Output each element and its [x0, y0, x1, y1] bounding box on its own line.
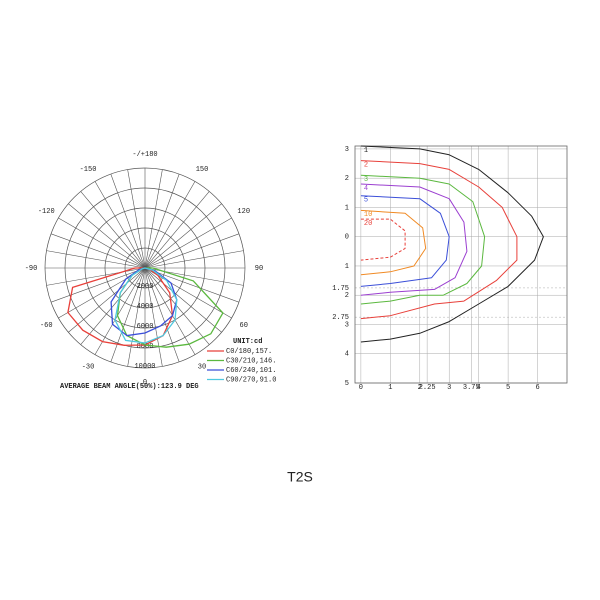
contour-label: 5 — [364, 197, 368, 205]
r-tick-label: 4000 — [137, 303, 154, 311]
spoke — [80, 267, 146, 345]
legend-title: UNIT:cd — [233, 338, 262, 346]
spoke — [94, 267, 146, 355]
x-tick-label: 0 — [359, 384, 363, 392]
y-tick-label: 1.75 — [332, 285, 349, 293]
intensity-curve — [114, 267, 178, 344]
spoke — [50, 267, 146, 303]
spoke — [144, 203, 222, 269]
contour-label: 4 — [364, 185, 368, 193]
contour-line — [360, 218, 406, 261]
y-tick-label: 2 — [345, 175, 349, 183]
contour-line — [360, 145, 544, 343]
spoke — [144, 169, 163, 269]
y-tick-label: 5 — [345, 380, 349, 388]
spoke — [144, 181, 196, 269]
spoke — [144, 191, 210, 269]
spoke — [50, 233, 146, 269]
angle-label: -90 — [25, 265, 38, 273]
y-tick-label: 1 — [345, 204, 349, 212]
y-tick-label: 2.75 — [332, 314, 349, 322]
y-tick-label: 3 — [345, 146, 349, 154]
spoke — [144, 233, 240, 269]
contour-line — [360, 195, 450, 287]
caption: T2S — [287, 469, 313, 485]
ring — [124, 247, 166, 289]
spoke — [110, 267, 146, 363]
legend-entry: C0/180,157. — [226, 348, 272, 356]
r-tick-label: 10000 — [134, 363, 155, 371]
x-tick-label: 6 — [535, 384, 539, 392]
angle-label: -/+180 — [132, 151, 157, 159]
spoke — [144, 267, 210, 345]
note: AVERAGE BEAM ANGLE(50%):123.9 DEG — [60, 383, 199, 391]
ring — [84, 207, 206, 329]
contour-line — [360, 174, 486, 305]
angle-label: -150 — [80, 166, 97, 174]
spoke — [144, 267, 196, 355]
spoke — [94, 181, 146, 269]
contour-label: 10 — [364, 211, 372, 219]
spoke — [68, 203, 146, 269]
legend-entry: C60/240,101. — [226, 367, 276, 375]
angle-label: -60 — [40, 322, 53, 330]
contour-label: 3 — [364, 176, 368, 184]
ring — [44, 167, 246, 369]
legend-entry: C30/210,146. — [226, 357, 276, 365]
spoke — [144, 173, 180, 269]
spoke — [46, 267, 146, 286]
x-tick-label: 5 — [506, 384, 510, 392]
intensity-curve — [110, 267, 178, 337]
contour-line — [360, 209, 427, 276]
y-tick-label: 3 — [345, 321, 349, 329]
y-tick-label: 1 — [345, 263, 349, 271]
spoke — [144, 267, 163, 367]
contour-line — [360, 160, 518, 320]
spoke — [144, 267, 232, 319]
r-tick-label: 6000 — [137, 323, 154, 331]
legend-entry: C90/270,91.0 — [226, 376, 276, 384]
angle-label: -30 — [82, 364, 95, 372]
spoke — [127, 169, 146, 269]
angle-label: 90 — [255, 265, 263, 273]
angle-label: 60 — [240, 322, 248, 330]
x-tick-label: 4 — [477, 384, 481, 392]
r-tick-label: 8000 — [137, 343, 154, 351]
contour-label: 1 — [364, 147, 368, 155]
x-tick-label: 2 — [418, 384, 422, 392]
y-tick-label: 4 — [345, 351, 349, 359]
angle-label: 120 — [237, 208, 250, 216]
x-tick-label: 3 — [447, 384, 451, 392]
plot-frame — [354, 145, 568, 384]
spoke — [144, 267, 240, 303]
contour-line — [360, 183, 468, 296]
spoke — [127, 267, 146, 367]
y-tick-label: 2 — [345, 292, 349, 300]
spoke — [80, 191, 146, 269]
angle-label: -120 — [38, 208, 55, 216]
r-tick-label: 2000 — [137, 283, 154, 291]
spoke — [144, 217, 232, 269]
spoke — [144, 250, 244, 269]
ring — [104, 227, 186, 309]
angle-label: 30 — [198, 364, 206, 372]
ring — [64, 187, 226, 349]
spoke — [58, 217, 146, 269]
x-tick-label: 2.25 — [419, 384, 436, 392]
spoke — [68, 267, 146, 333]
y-tick-label: 0 — [345, 234, 349, 242]
x-tick-label: 1 — [388, 384, 392, 392]
angle-label: 0 — [143, 379, 147, 387]
angle-label: 150 — [196, 166, 209, 174]
spoke — [144, 267, 222, 333]
spoke — [46, 250, 146, 269]
contour-label: 20 — [364, 220, 372, 228]
x-tick-label: 3.75 — [463, 384, 480, 392]
spoke — [110, 173, 146, 269]
contour-label: 2 — [364, 161, 368, 169]
